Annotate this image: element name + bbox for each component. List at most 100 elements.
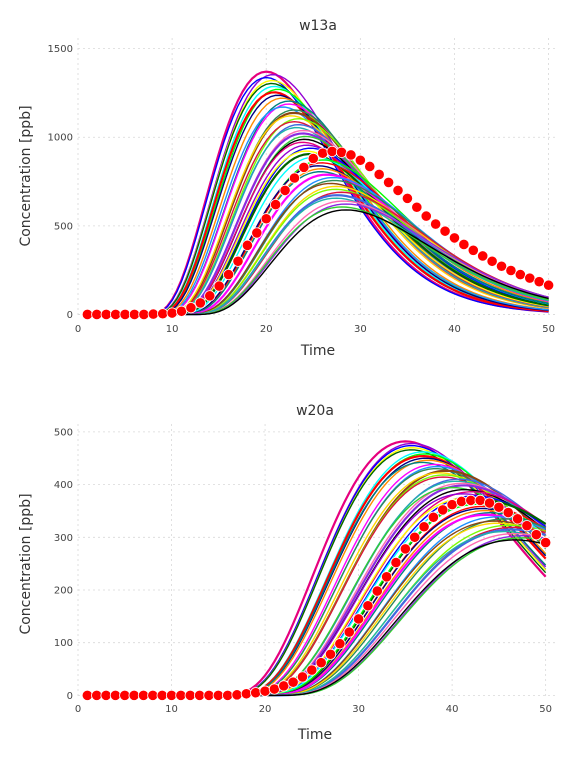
observed-point	[147, 308, 159, 320]
observed-point	[511, 513, 524, 525]
observed-point	[307, 152, 319, 165]
observed-point	[296, 671, 309, 683]
observed-point	[110, 308, 122, 321]
observed-point	[147, 689, 159, 701]
observed-point	[137, 689, 150, 701]
observed-point	[493, 501, 505, 513]
observed-point	[530, 529, 542, 541]
observed-point	[91, 308, 103, 321]
observed-point	[343, 626, 355, 638]
observed-point	[119, 689, 131, 701]
observed-point	[362, 600, 374, 612]
observed-point	[268, 683, 281, 695]
observed-point	[315, 657, 327, 669]
observed-point	[324, 648, 337, 660]
observed-point	[128, 689, 140, 701]
observed-point	[524, 272, 536, 284]
observed-point	[420, 210, 432, 222]
observed-point	[100, 689, 112, 701]
y-tick-label: 200	[54, 585, 73, 596]
observed-point	[439, 225, 451, 237]
x-tick-label: 50	[539, 704, 552, 715]
x-tick-label: 40	[446, 704, 459, 715]
observed-point	[128, 308, 141, 321]
series-lines	[87, 70, 549, 316]
observed-point	[184, 689, 196, 701]
observed-point	[401, 192, 414, 204]
simulation-line	[208, 530, 546, 697]
y-tick-label: 100	[54, 638, 73, 649]
observed-point	[514, 268, 526, 281]
observed-point	[193, 689, 206, 701]
y-tick-label: 500	[54, 221, 73, 232]
x-tick-label: 50	[542, 324, 555, 335]
observed-point	[259, 685, 271, 697]
observed-point	[345, 149, 357, 161]
observed-point	[474, 494, 486, 507]
observed-point	[455, 495, 468, 508]
observed-point	[306, 664, 318, 676]
observed-point	[91, 689, 103, 701]
observed-point	[399, 543, 411, 555]
x-tick-label: 20	[260, 324, 273, 335]
observed-markers	[81, 494, 552, 701]
observed-point	[288, 172, 301, 184]
observed-point	[352, 613, 365, 625]
observed-point	[326, 145, 338, 158]
x-tick-label: 40	[448, 324, 461, 335]
observed-point	[540, 536, 552, 549]
y-tick-label: 0	[67, 691, 73, 702]
observed-point	[138, 308, 150, 321]
observed-markers	[81, 145, 555, 321]
observed-point	[278, 680, 290, 692]
observed-point	[502, 506, 514, 519]
observed-point	[495, 260, 508, 272]
observed-point	[204, 290, 216, 302]
x-tick-label: 10	[165, 704, 178, 715]
observed-point	[279, 184, 291, 197]
observed-point	[185, 302, 197, 314]
observed-point	[251, 227, 263, 239]
simulation-line	[208, 440, 547, 697]
observed-point	[371, 585, 383, 597]
observed-point	[166, 307, 178, 319]
chart-title: w20a	[296, 403, 334, 419]
observed-point	[430, 218, 442, 230]
observed-point	[232, 255, 244, 267]
x-tick-label: 30	[352, 704, 365, 715]
observed-point	[213, 280, 225, 292]
y-tick-label: 400	[54, 480, 73, 491]
observed-point	[270, 198, 282, 211]
observed-point	[156, 689, 168, 701]
observed-point	[175, 305, 188, 317]
y-axis-label: Concentration [ppb]	[18, 493, 34, 634]
observed-point	[542, 279, 555, 291]
x-axis-label: Time	[297, 727, 332, 743]
x-tick-label: 0	[75, 704, 81, 715]
observed-point	[364, 160, 376, 173]
observed-point	[458, 238, 470, 251]
y-axis-label: Concentration [ppb]	[18, 105, 34, 246]
observed-point	[411, 201, 423, 213]
y-tick-label: 1500	[48, 44, 73, 55]
series-lines	[208, 440, 547, 697]
observed-point	[382, 176, 395, 189]
observed-point	[334, 638, 346, 650]
observed-point	[373, 168, 385, 181]
observed-point	[212, 689, 224, 701]
observed-point	[100, 308, 112, 321]
observed-point	[240, 688, 252, 700]
observed-point	[231, 689, 243, 701]
observed-point	[222, 268, 235, 281]
observed-point	[81, 689, 93, 701]
observed-point	[354, 154, 366, 166]
simulation-line	[208, 526, 546, 697]
simulation-line	[208, 524, 546, 697]
x-axis-label: Time	[300, 343, 335, 359]
observed-point	[203, 689, 215, 701]
x-tick-label: 20	[259, 704, 272, 715]
